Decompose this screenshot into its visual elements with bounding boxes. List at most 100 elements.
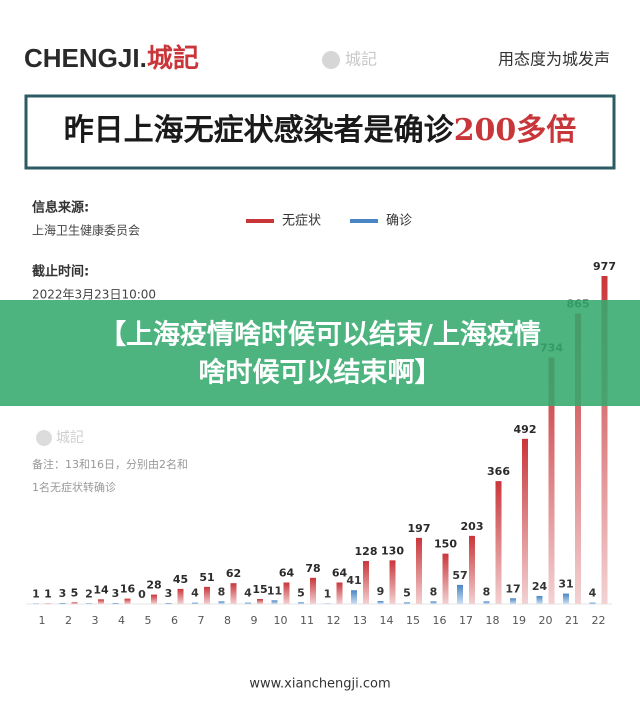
- value-label: 5: [71, 586, 79, 599]
- value-label: 45: [173, 573, 188, 586]
- bar: [60, 603, 66, 604]
- bar: [166, 603, 172, 604]
- source-label: 信息来源:: [32, 200, 89, 216]
- logo: CHENGJI.城記: [24, 43, 199, 73]
- watermark: 城記: [345, 50, 377, 69]
- x-tick-label: 16: [433, 614, 447, 627]
- x-tick-label: 15: [406, 614, 420, 627]
- bar: [390, 560, 396, 604]
- x-tick-label: 17: [459, 614, 473, 627]
- headline: 昨日上海无症状感染者是确诊200多倍: [64, 113, 577, 148]
- x-tick-label: 21: [565, 614, 579, 627]
- value-label: 3: [59, 587, 67, 600]
- x-tick-label: 10: [274, 614, 288, 627]
- x-tick-label: 12: [327, 614, 341, 627]
- bar: [72, 602, 78, 604]
- value-label: 15: [252, 583, 267, 596]
- note: 备注：13和16日，分别由2名和: [32, 457, 188, 471]
- chart-watermark: 城記: [56, 429, 84, 446]
- banner: [0, 300, 640, 406]
- x-tick-label: 22: [592, 614, 606, 627]
- bar: [457, 585, 463, 604]
- bar: [272, 600, 278, 604]
- value-label: 492: [514, 423, 537, 436]
- value-label: 150: [434, 538, 457, 551]
- x-tick-label: 14: [380, 614, 394, 627]
- value-label: 128: [355, 545, 378, 558]
- bar: [113, 603, 119, 604]
- bar: [378, 601, 384, 604]
- bar: [469, 536, 475, 604]
- bar: [443, 554, 449, 604]
- value-label: 0: [138, 588, 146, 601]
- bar: [192, 603, 198, 604]
- time: 2022年3月23日10:00: [32, 288, 156, 302]
- value-label: 8: [483, 585, 491, 598]
- bar: [245, 603, 251, 604]
- value-label: 5: [297, 586, 305, 599]
- value-label: 4: [191, 587, 199, 600]
- bar: [510, 598, 516, 604]
- value-label: 1: [44, 588, 52, 601]
- bar: [151, 595, 157, 604]
- watermark-icon: [322, 51, 340, 69]
- bar: [125, 599, 131, 604]
- value-label: 31: [558, 578, 573, 591]
- bar: [431, 601, 437, 604]
- value-label: 2: [85, 587, 93, 600]
- x-tick-label: 7: [198, 614, 205, 627]
- legend-swatch: [246, 219, 274, 223]
- value-label: 57: [452, 569, 467, 582]
- value-label: 9: [377, 585, 385, 598]
- value-label: 366: [487, 465, 510, 478]
- value-label: 977: [593, 260, 616, 273]
- x-tick-label: 5: [145, 614, 152, 627]
- legend-label: 确诊: [386, 214, 412, 229]
- value-label: 5: [403, 586, 411, 599]
- value-label: 17: [505, 582, 520, 595]
- value-label: 1: [324, 588, 332, 601]
- headline-text: 昨日上海无症状感染者是确诊: [64, 113, 455, 148]
- bar: [522, 439, 528, 604]
- bar: [178, 589, 184, 604]
- value-label: 3: [112, 587, 120, 600]
- bar: [537, 596, 543, 604]
- x-tick-label: 6: [171, 614, 178, 627]
- source: 上海卫生健康委员会: [32, 223, 140, 238]
- bar: [351, 590, 357, 604]
- x-tick-label: 3: [92, 614, 99, 627]
- bar: [590, 603, 596, 604]
- x-tick-label: 18: [486, 614, 500, 627]
- bar: [219, 601, 225, 604]
- bar: [86, 603, 92, 604]
- value-label: 62: [226, 567, 241, 580]
- bar: [284, 583, 290, 604]
- value-label: 11: [267, 584, 282, 597]
- value-label: 24: [532, 580, 548, 593]
- legend-label: 无症状: [282, 214, 321, 229]
- bar: [416, 538, 422, 604]
- bar: [363, 561, 369, 604]
- x-tick-label: 1: [39, 614, 46, 627]
- x-tick-label: 13: [353, 614, 367, 627]
- bar: [563, 594, 569, 604]
- value-label: 4: [244, 587, 252, 600]
- value-label: 64: [332, 567, 348, 580]
- x-tick-label: 11: [300, 614, 314, 627]
- bar: [231, 583, 237, 604]
- note: 1名无症状转确诊: [32, 480, 116, 494]
- bar: [257, 599, 263, 604]
- bar: [298, 602, 304, 604]
- logo-text: CHENGJI.: [24, 43, 147, 73]
- x-tick-label: 20: [539, 614, 553, 627]
- chart-watermark-icon: [36, 430, 52, 446]
- value-label: 16: [120, 583, 136, 596]
- value-label: 64: [279, 567, 295, 580]
- value-label: 1: [32, 588, 40, 601]
- value-label: 51: [199, 571, 214, 584]
- value-label: 78: [305, 562, 320, 575]
- footer: www.xianchengji.com: [249, 677, 390, 692]
- headline-highlight: 200多倍: [454, 113, 577, 148]
